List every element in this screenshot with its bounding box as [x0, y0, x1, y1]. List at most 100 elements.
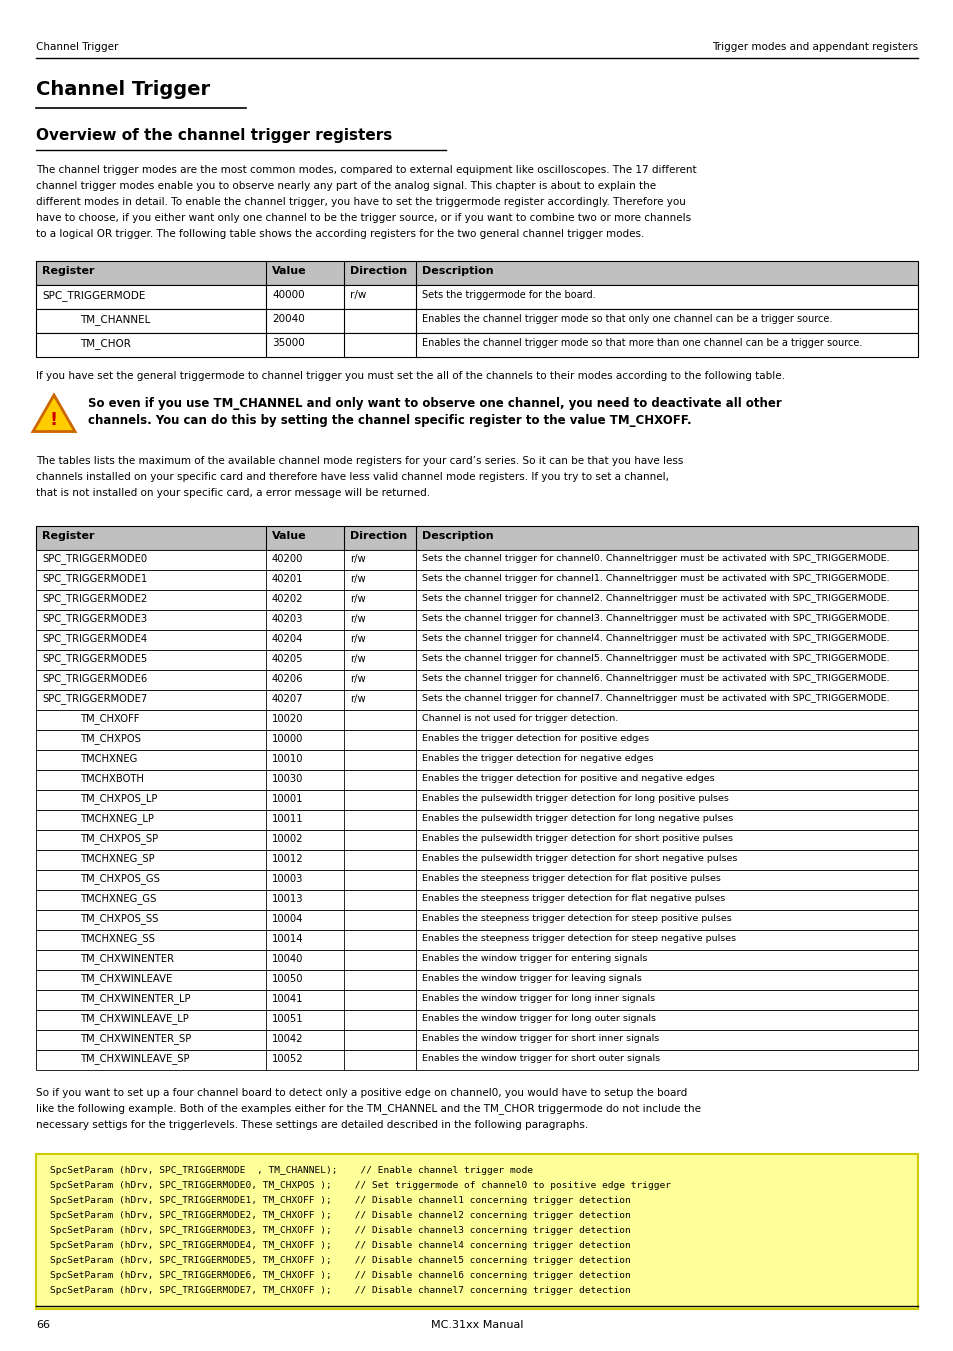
Bar	[36, 650, 917, 670]
Text: r/w: r/w	[350, 290, 366, 300]
Text: SpcSetParam (hDrv, SPC_TRIGGERMODE3, TM_CHXOFF );    // Disable channel3 concern: SpcSetParam (hDrv, SPC_TRIGGERMODE3, TM_…	[50, 1225, 630, 1235]
Text: Value: Value	[272, 266, 306, 276]
Text: Enables the steepness trigger detection for steep positive pulses: Enables the steepness trigger detection …	[421, 913, 731, 923]
Text: TM_CHXWINLEAVE: TM_CHXWINLEAVE	[80, 974, 172, 985]
Text: TM_CHXWINENTER_LP: TM_CHXWINENTER_LP	[80, 993, 191, 1004]
Text: SpcSetParam (hDrv, SPC_TRIGGERMODE  , TM_CHANNEL);    // Enable channel trigger : SpcSetParam (hDrv, SPC_TRIGGERMODE , TM_…	[50, 1166, 533, 1174]
Bar	[36, 689, 917, 709]
Text: SpcSetParam (hDrv, SPC_TRIGGERMODE2, TM_CHXOFF );    // Disable channel2 concern: SpcSetParam (hDrv, SPC_TRIGGERMODE2, TM_…	[50, 1210, 630, 1220]
Text: Channel Trigger: Channel Trigger	[36, 42, 118, 51]
Text: 10030: 10030	[272, 774, 303, 784]
Bar	[36, 830, 917, 850]
Text: 10010: 10010	[272, 754, 303, 763]
Text: SPC_TRIGGERMODE3: SPC_TRIGGERMODE3	[42, 613, 147, 624]
Bar	[36, 589, 917, 609]
Text: Sets the triggermode for the board.: Sets the triggermode for the board.	[421, 290, 595, 300]
Text: Sets the channel trigger for channel7. Channeltrigger must be activated with SPC: Sets the channel trigger for channel7. C…	[421, 693, 889, 703]
Text: Enables the channel trigger mode so that only one channel can be a trigger sourc: Enables the channel trigger mode so that…	[421, 313, 832, 324]
Bar	[36, 285, 917, 309]
Text: SpcSetParam (hDrv, SPC_TRIGGERMODE5, TM_CHXOFF );    // Disable channel5 concern: SpcSetParam (hDrv, SPC_TRIGGERMODE5, TM_…	[50, 1255, 630, 1265]
Text: !: !	[50, 411, 58, 430]
Text: 40207: 40207	[272, 693, 303, 704]
Text: r/w: r/w	[350, 693, 365, 704]
Text: Value: Value	[272, 531, 306, 540]
Text: Sets the channel trigger for channel3. Channeltrigger must be activated with SPC: Sets the channel trigger for channel3. C…	[421, 613, 889, 623]
Bar	[36, 1029, 917, 1050]
Text: SPC_TRIGGERMODE: SPC_TRIGGERMODE	[42, 290, 145, 301]
Text: SpcSetParam (hDrv, SPC_TRIGGERMODE6, TM_CHXOFF );    // Disable channel6 concern: SpcSetParam (hDrv, SPC_TRIGGERMODE6, TM_…	[50, 1270, 630, 1279]
Text: Enables the pulsewidth trigger detection for short positive pulses: Enables the pulsewidth trigger detection…	[421, 834, 732, 843]
Text: TMCHXBOTH: TMCHXBOTH	[80, 774, 144, 784]
Text: r/w: r/w	[350, 634, 365, 643]
Text: Enables the trigger detection for positive edges: Enables the trigger detection for positi…	[421, 734, 648, 743]
Bar	[36, 332, 917, 357]
Text: Enables the window trigger for leaving signals: Enables the window trigger for leaving s…	[421, 974, 641, 982]
Text: SpcSetParam (hDrv, SPC_TRIGGERMODE7, TM_CHXOFF );    // Disable channel7 concern: SpcSetParam (hDrv, SPC_TRIGGERMODE7, TM_…	[50, 1286, 630, 1294]
Text: Enables the steepness trigger detection for steep negative pulses: Enables the steepness trigger detection …	[421, 934, 736, 943]
Text: TM_CHXPOS_LP: TM_CHXPOS_LP	[80, 793, 157, 804]
Text: SpcSetParam (hDrv, SPC_TRIGGERMODE1, TM_CHXOFF );    // Disable channel1 concern: SpcSetParam (hDrv, SPC_TRIGGERMODE1, TM_…	[50, 1196, 630, 1205]
Text: Enables the pulsewidth trigger detection for short negative pulses: Enables the pulsewidth trigger detection…	[421, 854, 737, 862]
Text: Enables the window trigger for long outer signals: Enables the window trigger for long oute…	[421, 1013, 656, 1023]
Text: TMCHXNEG_SP: TMCHXNEG_SP	[80, 854, 154, 865]
Text: Sets the channel trigger for channel4. Channeltrigger must be activated with SPC: Sets the channel trigger for channel4. C…	[421, 634, 889, 643]
Text: SPC_TRIGGERMODE7: SPC_TRIGGERMODE7	[42, 693, 147, 704]
Bar	[36, 809, 917, 830]
Bar	[36, 909, 917, 929]
Text: r/w: r/w	[350, 654, 365, 663]
Text: r/w: r/w	[350, 593, 365, 604]
Text: Sets the channel trigger for channel0. Channeltrigger must be activated with SPC: Sets the channel trigger for channel0. C…	[421, 554, 889, 562]
Bar	[36, 789, 917, 809]
Text: 10052: 10052	[272, 1054, 303, 1063]
Text: TM_CHXPOS_SS: TM_CHXPOS_SS	[80, 913, 158, 924]
Text: r/w: r/w	[350, 574, 365, 584]
Text: channel trigger modes enable you to observe nearly any part of the analog signal: channel trigger modes enable you to obse…	[36, 181, 656, 190]
Text: Channel is not used for trigger detection.: Channel is not used for trigger detectio…	[421, 713, 618, 723]
Text: 10020: 10020	[272, 713, 303, 724]
Text: 10000: 10000	[272, 734, 303, 743]
Bar	[36, 970, 917, 989]
Bar	[36, 630, 917, 650]
Text: 40200: 40200	[272, 554, 303, 563]
Bar	[36, 261, 917, 285]
Text: Enables the steepness trigger detection for flat negative pulses: Enables the steepness trigger detection …	[421, 893, 724, 902]
Text: 10003: 10003	[272, 874, 303, 884]
Text: r/w: r/w	[350, 674, 365, 684]
Text: Enables the steepness trigger detection for flat positive pulses: Enables the steepness trigger detection …	[421, 874, 720, 882]
Bar	[36, 670, 917, 689]
Text: TM_CHXWINLEAVE_SP: TM_CHXWINLEAVE_SP	[80, 1054, 190, 1065]
Bar	[36, 1050, 917, 1070]
Text: channels. You can do this by setting the channel specific register to the value : channels. You can do this by setting the…	[88, 413, 691, 427]
Text: 40201: 40201	[272, 574, 303, 584]
Text: Description: Description	[421, 266, 493, 276]
Text: TM_CHXWINENTER_SP: TM_CHXWINENTER_SP	[80, 1034, 191, 1044]
Bar	[36, 889, 917, 909]
Bar	[36, 570, 917, 589]
Bar	[36, 850, 917, 870]
Text: 10013: 10013	[272, 893, 303, 904]
Text: channels installed on your specific card and therefore have less valid channel m: channels installed on your specific card…	[36, 471, 668, 481]
Text: If you have set the general triggermode to channel trigger you must set the all : If you have set the general triggermode …	[36, 372, 784, 381]
Text: 10040: 10040	[272, 954, 303, 963]
Text: Enables the window trigger for short outer signals: Enables the window trigger for short out…	[421, 1054, 659, 1062]
Text: Description: Description	[421, 531, 493, 540]
Text: So if you want to set up a four channel board to detect only a positive edge on : So if you want to set up a four channel …	[36, 1088, 686, 1097]
Text: TM_CHOR: TM_CHOR	[80, 338, 131, 349]
Text: Enables the pulsewidth trigger detection for long positive pulses: Enables the pulsewidth trigger detection…	[421, 793, 728, 802]
Bar	[36, 550, 917, 570]
Text: SPC_TRIGGERMODE1: SPC_TRIGGERMODE1	[42, 574, 147, 585]
Bar	[36, 870, 917, 889]
Text: 40205: 40205	[272, 654, 303, 663]
Text: 20040: 20040	[272, 313, 304, 324]
Bar	[36, 309, 917, 332]
Text: Enables the pulsewidth trigger detection for long negative pulses: Enables the pulsewidth trigger detection…	[421, 813, 733, 823]
Text: r/w: r/w	[350, 613, 365, 624]
Text: have to choose, if you either want only one channel to be the trigger source, or: have to choose, if you either want only …	[36, 213, 690, 223]
Text: Direction: Direction	[350, 266, 407, 276]
Text: TM_CHXPOS: TM_CHXPOS	[80, 734, 141, 744]
Text: Enables the window trigger for short inner signals: Enables the window trigger for short inn…	[421, 1034, 659, 1043]
Text: SPC_TRIGGERMODE4: SPC_TRIGGERMODE4	[42, 634, 147, 644]
Text: The tables lists the maximum of the available channel mode registers for your ca: The tables lists the maximum of the avai…	[36, 455, 682, 466]
Text: 66: 66	[36, 1320, 50, 1329]
Text: Overview of the channel trigger registers: Overview of the channel trigger register…	[36, 128, 392, 143]
